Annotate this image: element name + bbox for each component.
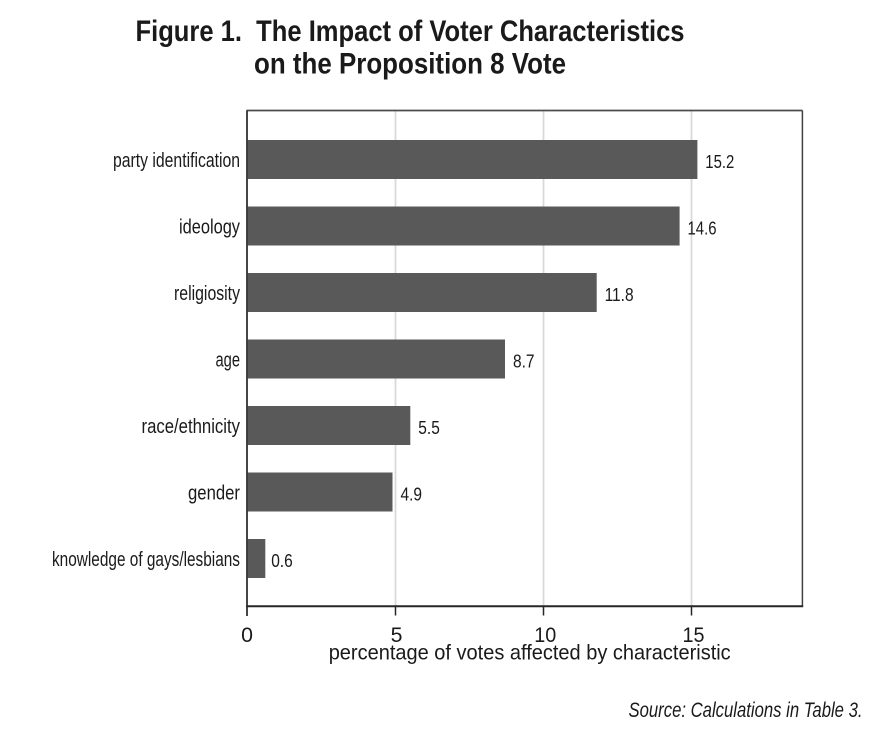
svg-text:14.6: 14.6 <box>688 218 717 239</box>
svg-text:age: age <box>216 350 241 372</box>
svg-text:10: 10 <box>534 623 556 647</box>
svg-text:5.5: 5.5 <box>418 417 440 438</box>
svg-text:0: 0 <box>241 623 253 647</box>
svg-text:4.9: 4.9 <box>401 484 423 505</box>
svg-text:5: 5 <box>391 623 403 647</box>
svg-text:on the Proposition 8 Vote: on the Proposition 8 Vote <box>254 47 566 80</box>
svg-text:religiosity: religiosity <box>174 283 240 305</box>
svg-text:11.8: 11.8 <box>605 284 634 305</box>
svg-text:gender: gender <box>188 483 240 505</box>
svg-text:percentage of votes affected b: percentage of votes affected by characte… <box>329 641 731 665</box>
svg-text:Source: Calculations in Table: Source: Calculations in Table 3. <box>629 698 863 722</box>
svg-text:knowledge of gays/lesbians: knowledge of gays/lesbians <box>52 549 240 571</box>
svg-text:8.7: 8.7 <box>513 351 535 372</box>
svg-text:15: 15 <box>683 623 705 647</box>
svg-text:party identification: party identification <box>113 150 240 172</box>
svg-text:15.2: 15.2 <box>705 151 734 172</box>
svg-text:ideology: ideology <box>179 217 240 239</box>
svg-text:0.6: 0.6 <box>271 550 293 571</box>
svg-text:race/ethnicity: race/ethnicity <box>142 416 241 438</box>
svg-text:Figure 1. The Impact of Voter: Figure 1. The Impact of Voter Characteri… <box>136 15 685 48</box>
